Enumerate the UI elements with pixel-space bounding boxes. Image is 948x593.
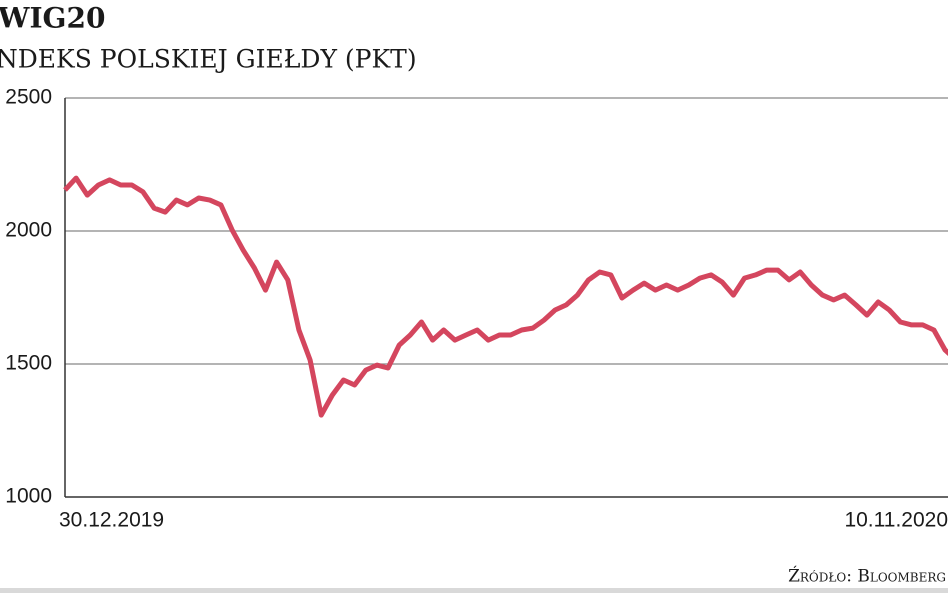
chart-title: WIG20	[0, 2, 105, 35]
y-tick-label: 1500	[5, 352, 52, 375]
bottom-strip	[0, 588, 948, 593]
x-tick-label: 10.11.2020	[844, 509, 948, 532]
source-note: Źródło: Bloomberg	[788, 566, 946, 587]
chart-subtitle: INDEKS POLSKIEJ GIEŁDY (PKT)	[0, 45, 417, 74]
data-line	[63, 175, 948, 418]
x-tick-label: 30.12.2019	[59, 509, 164, 532]
y-tick-label: 2500	[5, 86, 52, 109]
y-tick-label: 2000	[5, 219, 52, 242]
y-tick-label: 1000	[5, 485, 52, 508]
